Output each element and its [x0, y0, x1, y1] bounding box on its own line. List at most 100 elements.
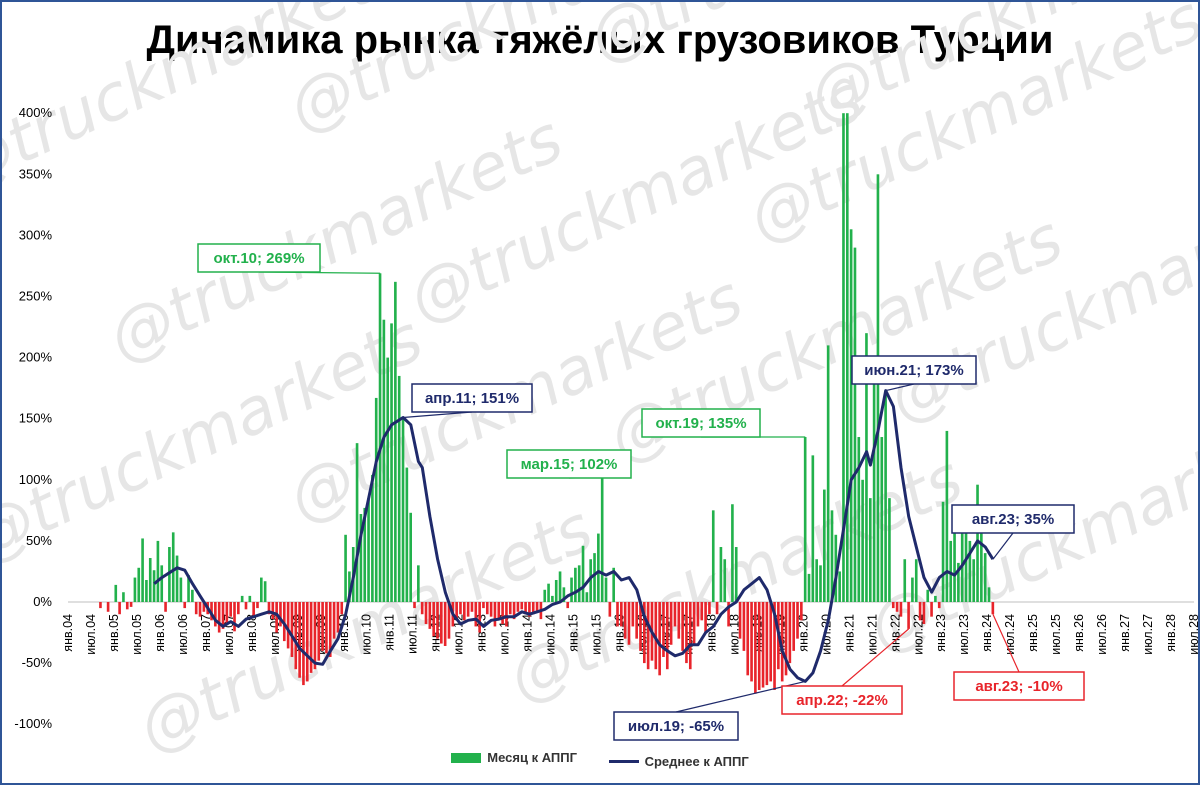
bar — [129, 602, 133, 607]
y-tick-label: 0% — [33, 594, 52, 609]
bar — [665, 602, 669, 670]
bar — [271, 602, 275, 620]
bar — [899, 602, 903, 617]
callout-box — [197, 243, 321, 273]
bar — [175, 555, 179, 602]
y-tick-label: -100% — [14, 716, 52, 731]
x-tick-label: июл.13 — [498, 614, 512, 655]
x-tick-label: янв.15 — [567, 614, 581, 652]
bar — [386, 357, 390, 602]
bar — [558, 571, 562, 602]
callout-leader — [885, 383, 915, 392]
x-tick-label: янв.21 — [842, 614, 856, 652]
bar — [359, 514, 363, 602]
x-tick-label: янв.27 — [1118, 614, 1132, 652]
bar — [608, 602, 612, 617]
bar — [221, 602, 225, 629]
bar — [340, 602, 344, 615]
bar — [627, 602, 631, 645]
callout-label: июл.19; -65% — [628, 718, 724, 735]
bar — [597, 533, 600, 602]
bar — [581, 545, 585, 602]
bar — [738, 602, 742, 639]
callout-label: окт.19; 135% — [655, 415, 746, 432]
x-tick-label: янв.17 — [658, 614, 672, 652]
bar — [987, 587, 991, 602]
x-tick-label: июл.14 — [544, 614, 558, 655]
bar — [298, 602, 301, 678]
bar — [390, 323, 393, 602]
x-tick-label: янв.10 — [337, 614, 351, 652]
bar — [635, 602, 638, 639]
bar — [719, 547, 723, 602]
bar — [566, 602, 570, 609]
bar — [815, 559, 818, 602]
bar — [681, 602, 684, 651]
bar — [133, 577, 137, 602]
bar — [198, 602, 202, 617]
bar — [348, 571, 351, 602]
bar — [275, 602, 278, 633]
bar — [654, 602, 658, 670]
bar — [420, 602, 424, 615]
bar — [750, 602, 753, 682]
bar — [141, 538, 144, 602]
bar — [405, 467, 409, 602]
callout-box — [781, 685, 903, 715]
bar — [872, 357, 876, 602]
callout-box — [851, 355, 977, 385]
bar — [148, 558, 152, 602]
x-tick-label: июл.25 — [1049, 614, 1063, 655]
callout-box — [506, 449, 632, 479]
bar — [137, 567, 141, 602]
bar — [853, 247, 857, 602]
bar — [746, 602, 750, 676]
bar — [294, 602, 298, 670]
bar — [305, 602, 309, 682]
bar — [570, 577, 573, 602]
bar — [937, 602, 941, 609]
bar — [968, 540, 972, 602]
bar — [723, 559, 727, 602]
x-tick-label: июл.23 — [957, 614, 971, 655]
bar — [792, 602, 795, 651]
bar — [941, 501, 945, 602]
callout-leader — [403, 411, 473, 419]
bar — [696, 602, 700, 627]
bar — [888, 498, 891, 602]
bar — [574, 567, 577, 602]
bar — [497, 602, 501, 620]
bar — [884, 390, 887, 602]
bar — [394, 281, 397, 602]
bar — [428, 602, 432, 629]
bar — [807, 573, 811, 602]
bar — [328, 602, 332, 657]
x-tick-label: янв.25 — [1026, 614, 1040, 652]
bar — [152, 570, 156, 602]
bar — [440, 602, 443, 644]
bar — [688, 602, 692, 670]
x-tick-label: янв.07 — [199, 614, 213, 652]
bar — [160, 565, 164, 602]
bar — [378, 273, 382, 602]
bar — [470, 602, 474, 612]
x-tick-label: янв.04 — [61, 614, 75, 652]
bar — [773, 602, 776, 690]
bar — [332, 602, 336, 639]
x-tick-label: янв.23 — [934, 614, 948, 652]
bar — [229, 602, 232, 617]
bar — [849, 229, 853, 603]
bar — [922, 602, 926, 624]
callout-label: апр.11; 151% — [425, 390, 519, 407]
bar — [482, 602, 485, 609]
bar — [267, 602, 271, 615]
bar — [489, 602, 493, 617]
x-tick-label: июл.22 — [911, 614, 925, 655]
x-tick-label: июл.08 — [268, 614, 282, 655]
bar — [911, 577, 914, 602]
bar — [171, 532, 175, 602]
bar — [520, 602, 524, 610]
bar — [727, 602, 730, 627]
x-tick-label: янв.28 — [1164, 614, 1178, 652]
bar — [382, 319, 386, 602]
